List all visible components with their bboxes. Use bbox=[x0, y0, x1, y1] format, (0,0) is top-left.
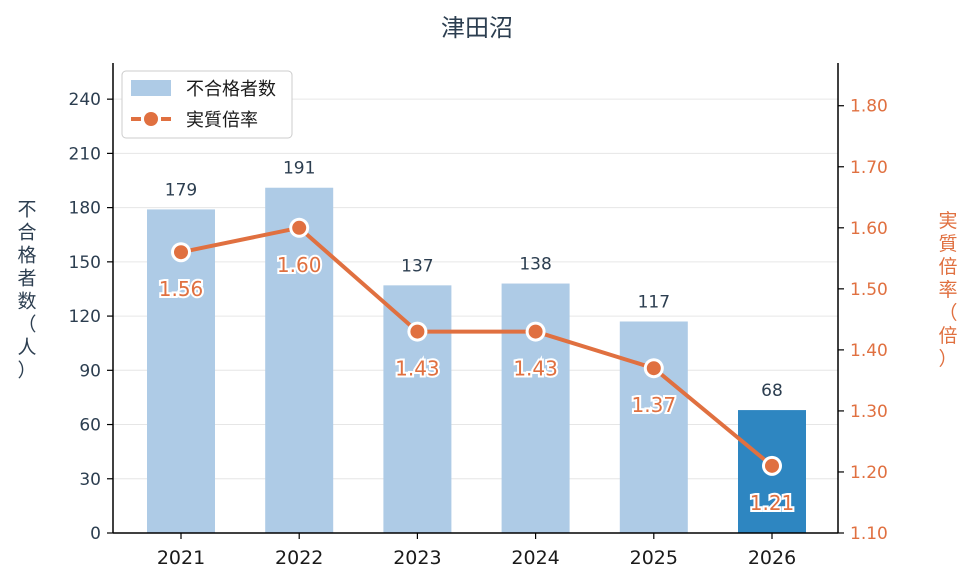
y-left-axis-label: 不合格者数（人） bbox=[17, 199, 36, 382]
legend-label-line: 実質倍率 bbox=[186, 110, 258, 131]
axis-label-char: （ bbox=[938, 302, 957, 324]
y-right-tick-label: 1.10 bbox=[850, 524, 888, 544]
rate-value-label: 1.21 bbox=[750, 491, 795, 515]
legend-swatch-marker bbox=[144, 112, 158, 126]
axis-label-char: 数 bbox=[17, 291, 36, 313]
axis-label-char: ） bbox=[938, 348, 957, 370]
x-tick-label: 2021 bbox=[157, 547, 205, 569]
axis-label-char: 不 bbox=[17, 199, 36, 221]
rate-value-label: 1.56 bbox=[159, 277, 204, 301]
x-tick-label: 2022 bbox=[275, 547, 323, 569]
legend-swatch-bar bbox=[131, 80, 171, 96]
bar-value-label: 117 bbox=[638, 293, 670, 313]
bar-value-label: 138 bbox=[519, 255, 551, 275]
axis-label-char: 率 bbox=[938, 279, 957, 301]
rate-marker bbox=[174, 245, 188, 260]
chart-title: 津田沼 bbox=[441, 14, 513, 42]
axis-label-char: 倍 bbox=[938, 325, 957, 347]
axis-label-char: ） bbox=[17, 360, 36, 382]
rate-marker bbox=[292, 220, 307, 235]
y-left-tick-label: 0 bbox=[90, 524, 101, 544]
y-right-tick-label: 1.40 bbox=[850, 341, 888, 361]
rate-value-label: 1.43 bbox=[395, 357, 440, 381]
rate-marker bbox=[410, 324, 425, 339]
y-left-tick-label: 240 bbox=[69, 90, 101, 110]
y-left-tick-label: 150 bbox=[69, 253, 101, 273]
x-tick-label: 2024 bbox=[511, 547, 559, 569]
x-tick-label: 2025 bbox=[630, 547, 678, 569]
bar bbox=[147, 209, 215, 533]
axis-label-char: 質 bbox=[938, 233, 957, 255]
y-right-tick-label: 1.20 bbox=[850, 463, 888, 483]
axis-label-char: 倍 bbox=[938, 256, 957, 278]
y-right-tick-label: 1.80 bbox=[850, 97, 888, 117]
rate-marker bbox=[765, 458, 779, 473]
y-right-tick-label: 1.60 bbox=[850, 219, 888, 239]
axis-label-char: （ bbox=[17, 314, 36, 336]
bar-value-label: 191 bbox=[283, 159, 315, 179]
rate-value-label: 1.37 bbox=[632, 393, 677, 417]
line-layer: 1.56 1.60 1.43 1.43 1.37 1.21 bbox=[157, 217, 796, 517]
rate-line bbox=[180, 225, 774, 468]
y-left-tick-label: 120 bbox=[69, 307, 101, 327]
gridlines bbox=[113, 98, 838, 480]
bar-value-label: 68 bbox=[761, 381, 783, 401]
axis-label-char: 人 bbox=[17, 337, 36, 359]
rate-value-label: 1.43 bbox=[513, 357, 558, 381]
axis-label-char: 者 bbox=[17, 268, 36, 290]
axis-label-char: 合 bbox=[17, 222, 36, 244]
bar-value-label: 179 bbox=[165, 180, 197, 200]
axes-layer: 0 30 60 90 120 150 180 210 240 1.10 1.20 1.30 1.40 1.… bbox=[17, 63, 958, 569]
x-tick-label: 2026 bbox=[748, 547, 796, 569]
axis-label-char: 格 bbox=[17, 245, 36, 267]
y-right-tick-label: 1.50 bbox=[850, 280, 888, 300]
y-left-tick-label: 90 bbox=[79, 361, 101, 381]
axis-label-char: 実 bbox=[938, 210, 957, 232]
y-left-tick-label: 60 bbox=[79, 416, 101, 436]
rate-marker bbox=[528, 324, 543, 339]
legend-label-bar: 不合格者数 bbox=[186, 79, 276, 100]
y-left-tick-label: 30 bbox=[79, 470, 101, 490]
y-right-axis-label: 実質倍率（倍） bbox=[938, 210, 957, 370]
bar bbox=[265, 187, 334, 533]
bar bbox=[619, 321, 688, 533]
bar-value-label: 137 bbox=[401, 256, 433, 276]
rate-marker bbox=[646, 361, 661, 376]
y-right-tick-label: 1.70 bbox=[850, 158, 888, 178]
rate-value-label: 1.60 bbox=[277, 253, 322, 277]
y-left-tick-label: 180 bbox=[69, 199, 101, 219]
y-right-tick-label: 1.30 bbox=[850, 402, 888, 422]
x-tick-label: 2023 bbox=[393, 547, 441, 569]
bar bbox=[501, 283, 570, 533]
y-left-tick-label: 210 bbox=[69, 144, 101, 164]
bar-value-labels: 179 191 137 138 117 68 bbox=[165, 159, 783, 401]
